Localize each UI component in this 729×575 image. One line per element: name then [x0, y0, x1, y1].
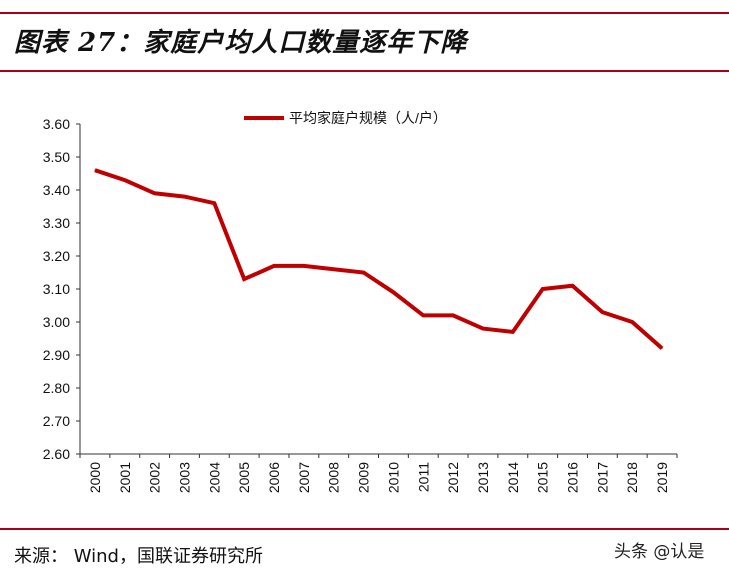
- y-tick-label: 3.60: [43, 116, 70, 132]
- x-tick-label: 2000: [87, 462, 103, 493]
- source-note: 来源： Wind，国联证券研究所: [14, 546, 263, 567]
- x-tick-label: 2005: [236, 462, 252, 493]
- data-point: [572, 285, 574, 287]
- x-tick-label: 2007: [296, 462, 312, 493]
- x-tick-label: 2004: [206, 462, 222, 493]
- footer-rule: [0, 528, 729, 530]
- top-rule: [0, 12, 729, 14]
- data-point: [124, 179, 126, 181]
- x-tick-label: 2006: [266, 462, 282, 493]
- data-point: [183, 196, 185, 198]
- y-tick-label: 2.90: [43, 347, 70, 363]
- x-tick-label: 2014: [505, 462, 521, 493]
- y-tick-label: 3.40: [43, 182, 70, 198]
- x-tick-label: 2011: [415, 462, 431, 492]
- data-point: [452, 314, 454, 316]
- data-point: [631, 321, 633, 323]
- y-tick-label: 3.30: [43, 215, 70, 231]
- data-point: [363, 272, 365, 273]
- data-point: [422, 314, 424, 316]
- series-line: [94, 168, 664, 350]
- legend: 平均家庭户规模（人/户）: [244, 110, 447, 126]
- data-point: [512, 331, 514, 333]
- x-tick-label: 2015: [535, 462, 551, 493]
- title-rule: [0, 70, 729, 72]
- y-tick-label: 2.60: [43, 446, 70, 462]
- x-tick-label: 2010: [385, 462, 401, 493]
- x-tick-label: 2013: [475, 462, 491, 493]
- data-point: [243, 278, 245, 280]
- data-point: [154, 192, 156, 194]
- x-tick-label: 2001: [117, 462, 133, 493]
- y-tick-label: 3.00: [43, 314, 70, 330]
- x-tick-label: 2003: [176, 462, 192, 493]
- y-tick-label: 3.10: [43, 281, 70, 297]
- x-tick-label: 2016: [565, 462, 581, 493]
- y-tick-label: 3.20: [43, 248, 70, 264]
- data-point: [303, 265, 305, 267]
- x-tick-label: 2008: [326, 462, 342, 493]
- data-point: [94, 169, 96, 171]
- y-tick-label: 2.80: [43, 380, 70, 396]
- legend-label: 平均家庭户规模（人/户）: [289, 110, 447, 126]
- data-point: [273, 265, 275, 267]
- watermark: 头条 @认是: [614, 542, 705, 562]
- y-tick-label: 3.50: [43, 149, 70, 165]
- data-point: [392, 291, 394, 293]
- x-tick-label: 2018: [624, 462, 640, 493]
- x-tick-label: 2012: [445, 462, 461, 493]
- data-point: [601, 311, 603, 313]
- data-point: [213, 202, 215, 204]
- x-tick-label: 2009: [356, 462, 372, 493]
- data-point: [542, 288, 544, 290]
- data-point: [333, 268, 335, 270]
- x-tick-label: 2017: [594, 462, 610, 493]
- data-point: [482, 328, 484, 330]
- x-tick-label: 2019: [654, 462, 670, 493]
- data-point: [661, 347, 663, 349]
- page-title: 图表 27：家庭户均人口数量逐年下降: [14, 28, 468, 58]
- x-tick-label: 2002: [147, 462, 163, 493]
- y-tick-label: 2.70: [43, 413, 70, 429]
